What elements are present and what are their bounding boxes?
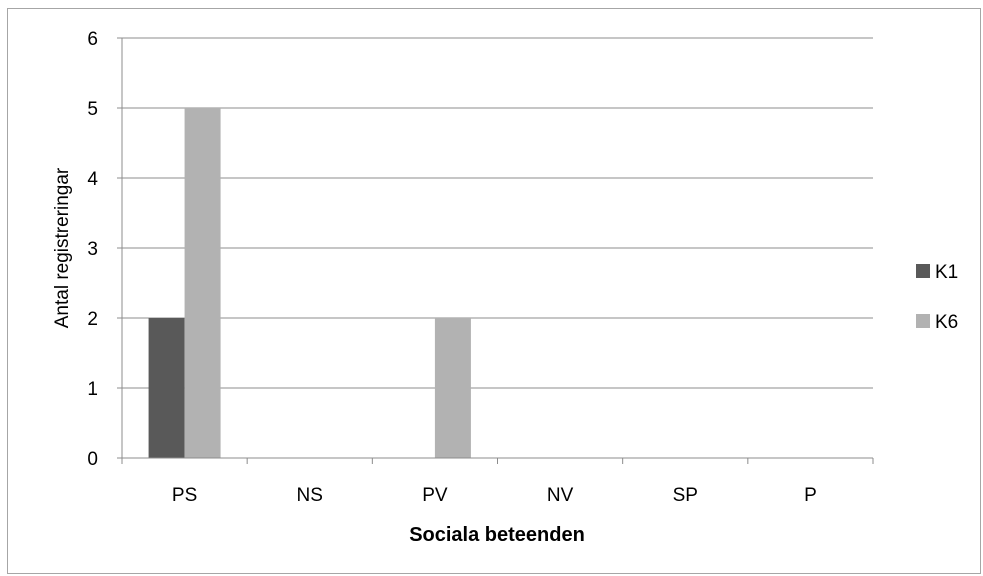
bar-k6-ps (184, 108, 221, 458)
y-tick-label: 3 (87, 239, 98, 260)
x-category-label: NV (547, 485, 574, 506)
y-tick-label: 6 (87, 29, 98, 50)
y-tick-label: 4 (87, 169, 98, 190)
x-category-label: P (804, 485, 817, 506)
axes (117, 37, 874, 464)
legend-label-k1: K1 (935, 262, 958, 283)
legend: K1 K6 (916, 262, 958, 333)
y-tick-label: 1 (87, 379, 98, 400)
legend-label-k6: K6 (935, 312, 958, 333)
y-tick-label: 5 (87, 99, 98, 120)
gridlines (122, 37, 873, 389)
x-category-label: NS (297, 485, 323, 506)
y-tick-label: 0 (87, 449, 98, 470)
x-axis-title: Sociala beteenden (409, 524, 585, 546)
x-category-labels: PS NS PV NV SP P (172, 485, 817, 506)
chart-frame (7, 8, 981, 574)
y-axis-title: Antal registreringar (52, 167, 73, 328)
x-category-label: SP (673, 485, 698, 506)
legend-swatch-k6 (916, 314, 930, 328)
bar-k1-ps (148, 318, 185, 458)
y-tick-label: 2 (87, 309, 98, 330)
x-category-label: PS (172, 485, 197, 506)
legend-swatch-k1 (916, 264, 930, 278)
bars (148, 108, 471, 458)
y-tick-labels: 0 1 2 3 4 5 6 (87, 29, 98, 470)
bar-k6-pv (434, 318, 471, 458)
x-category-label: PV (422, 485, 448, 506)
